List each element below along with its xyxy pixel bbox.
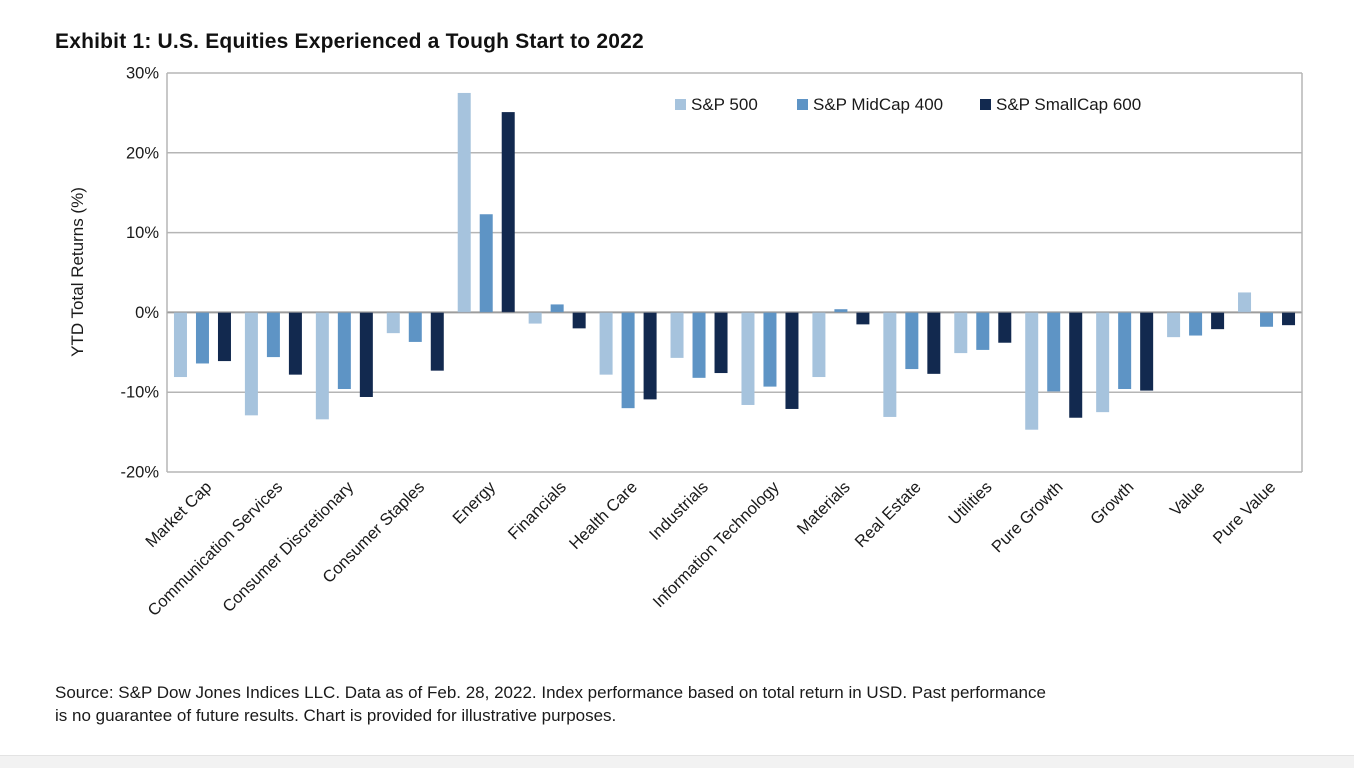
bar bbox=[501, 112, 515, 313]
bar bbox=[550, 304, 564, 313]
bar bbox=[741, 312, 755, 405]
y-tick-label: 20% bbox=[126, 144, 159, 162]
bar bbox=[430, 312, 444, 371]
bar bbox=[1282, 312, 1296, 326]
bar bbox=[927, 312, 941, 374]
y-tick-label: -10% bbox=[120, 384, 159, 402]
source-note: Source: S&P Dow Jones Indices LLC. Data … bbox=[55, 682, 1046, 727]
bar bbox=[905, 312, 919, 370]
bar bbox=[954, 312, 968, 354]
bar bbox=[976, 312, 990, 350]
bar bbox=[1096, 312, 1110, 413]
bar bbox=[1167, 312, 1181, 338]
bar bbox=[173, 312, 187, 378]
bar bbox=[288, 312, 302, 375]
bar bbox=[1260, 312, 1274, 327]
bar bbox=[1025, 312, 1039, 430]
x-category-label: Pure Growth bbox=[988, 478, 1066, 556]
y-tick-label: 30% bbox=[126, 65, 159, 83]
x-category-label: Real Estate bbox=[852, 478, 925, 551]
source-note-line-2: is no guarantee of future results. Chart… bbox=[55, 705, 617, 725]
source-note-line-1: Source: S&P Dow Jones Indices LLC. Data … bbox=[55, 683, 1046, 702]
bar bbox=[998, 312, 1012, 343]
bar bbox=[408, 312, 422, 342]
bar bbox=[1069, 312, 1083, 418]
bar bbox=[337, 312, 351, 390]
legend-swatch-3 bbox=[980, 99, 991, 110]
legend-label-2: S&P MidCap 400 bbox=[813, 95, 943, 114]
x-category-label: Market Cap bbox=[142, 478, 215, 551]
bar bbox=[1047, 312, 1061, 392]
bar bbox=[834, 309, 848, 313]
x-category-label: Consumer Discretionary bbox=[219, 478, 357, 616]
legend-swatch-1 bbox=[675, 99, 686, 110]
legend-swatch-2 bbox=[797, 99, 808, 110]
x-category-label: Communication Services bbox=[144, 478, 286, 620]
x-category-label: Information Technology bbox=[650, 478, 784, 612]
bar bbox=[217, 312, 231, 362]
bar bbox=[195, 312, 209, 364]
x-category-label: Health Care bbox=[566, 478, 641, 553]
bar bbox=[266, 312, 280, 358]
y-tick-label: 0% bbox=[135, 304, 159, 322]
x-category-label: Growth bbox=[1087, 478, 1137, 528]
bar bbox=[1211, 312, 1225, 330]
bar bbox=[692, 312, 706, 378]
bar bbox=[670, 312, 684, 358]
x-category-label: Financials bbox=[505, 478, 570, 543]
bar bbox=[1189, 312, 1203, 336]
x-category-label: Industrials bbox=[646, 478, 712, 544]
x-category-label: Value bbox=[1167, 478, 1209, 520]
bar bbox=[785, 312, 799, 409]
bar bbox=[359, 312, 373, 397]
y-axis-title: YTD Total Returns (%) bbox=[68, 187, 87, 357]
bar bbox=[315, 312, 329, 420]
bar bbox=[856, 312, 870, 325]
bar bbox=[386, 312, 400, 334]
bar bbox=[572, 312, 586, 329]
footer-strip bbox=[0, 755, 1354, 768]
y-tick-label: 10% bbox=[126, 224, 159, 242]
bar bbox=[479, 214, 493, 313]
bar bbox=[883, 312, 897, 417]
bar bbox=[244, 312, 258, 416]
x-category-label: Utilities bbox=[945, 478, 995, 528]
bar bbox=[621, 312, 635, 409]
bar bbox=[1140, 312, 1154, 391]
bar bbox=[714, 312, 728, 374]
y-tick-label: -20% bbox=[120, 464, 159, 482]
bar bbox=[599, 312, 613, 375]
legend-label-1: S&P 500 bbox=[691, 95, 758, 114]
x-category-label: Pure Value bbox=[1210, 478, 1280, 548]
x-category-label: Energy bbox=[449, 478, 499, 528]
x-category-label: Materials bbox=[794, 478, 854, 538]
bar bbox=[1118, 312, 1132, 390]
exhibit-title: Exhibit 1: U.S. Equities Experienced a T… bbox=[55, 30, 644, 53]
bar bbox=[643, 312, 657, 400]
bar bbox=[457, 92, 471, 313]
legend-label-3: S&P SmallCap 600 bbox=[996, 95, 1141, 114]
bar bbox=[528, 312, 542, 324]
bar bbox=[1238, 292, 1252, 313]
bar bbox=[812, 312, 826, 378]
bar bbox=[763, 312, 777, 387]
